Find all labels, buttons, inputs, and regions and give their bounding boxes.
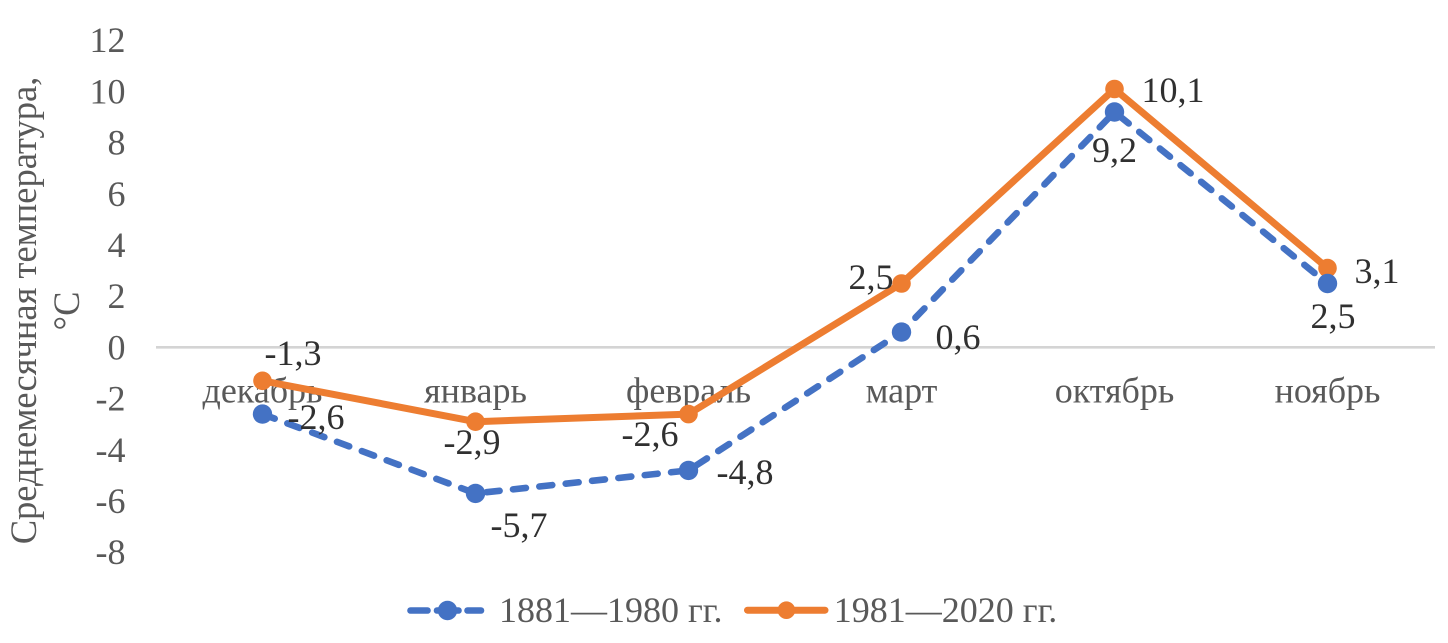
svg-text:-4,8: -4,8: [717, 452, 774, 492]
svg-text:-5,7: -5,7: [491, 505, 548, 545]
svg-text:4: 4: [108, 225, 126, 265]
svg-text:9,2: 9,2: [1092, 130, 1137, 170]
svg-text:-2,9: -2,9: [444, 422, 501, 462]
svg-text:-1,3: -1,3: [265, 333, 322, 373]
svg-text:10,1: 10,1: [1142, 70, 1205, 110]
svg-text:2: 2: [108, 276, 126, 316]
svg-text:1881—1980 гг.: 1881—1980 гг.: [499, 590, 722, 630]
svg-text:-2,6: -2,6: [622, 414, 679, 454]
svg-text:0,6: 0,6: [936, 317, 981, 357]
svg-text:6: 6: [108, 174, 126, 214]
svg-text:-4: -4: [96, 430, 126, 470]
svg-text:8: 8: [108, 123, 126, 163]
svg-text:10: 10: [90, 71, 126, 111]
svg-text:2,5: 2,5: [849, 257, 894, 297]
svg-text:январь: январь: [424, 371, 527, 411]
svg-text:-2: -2: [96, 379, 126, 419]
svg-text:0: 0: [108, 327, 126, 367]
svg-text:2,5: 2,5: [1311, 296, 1356, 336]
svg-text:октябрь: октябрь: [1055, 371, 1175, 411]
svg-text:март: март: [866, 371, 938, 411]
svg-text:Среднемесячная температура,: Среднемесячная температура,: [3, 77, 44, 545]
svg-text:ноябрь: ноябрь: [1275, 371, 1381, 411]
svg-text:12: 12: [90, 20, 126, 60]
svg-text:1981—2020 гг.: 1981—2020 гг.: [834, 590, 1057, 630]
svg-text:3,1: 3,1: [1355, 251, 1400, 291]
svg-text:°C: °C: [46, 292, 87, 331]
svg-text:-8: -8: [96, 532, 126, 572]
svg-text:-6: -6: [96, 481, 126, 521]
svg-text:-2,6: -2,6: [288, 397, 345, 437]
